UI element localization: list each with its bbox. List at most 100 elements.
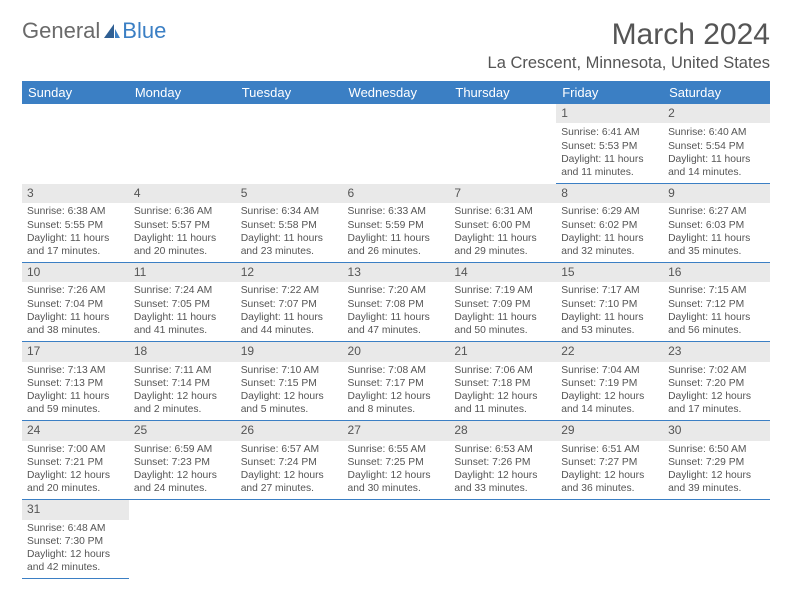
- daynum-row: 31: [22, 500, 770, 520]
- sunset-value: 7:13 PM: [65, 378, 103, 389]
- sunrise-label: Sunrise:: [348, 365, 389, 376]
- day-number: 30: [663, 421, 770, 441]
- col-monday: Monday: [129, 81, 236, 104]
- sunset-value: 7:30 PM: [65, 536, 103, 547]
- day-cell: Sunrise: 7:22 AMSunset: 7:07 PMDaylight:…: [236, 282, 343, 341]
- sunset-label: Sunset:: [668, 141, 706, 152]
- sunset-label: Sunset:: [454, 220, 492, 231]
- sunset-label: Sunset:: [561, 220, 599, 231]
- sunrise-value: 7:20 AM: [388, 285, 426, 296]
- sunrise-label: Sunrise:: [561, 206, 602, 217]
- sunset-label: Sunset:: [668, 299, 706, 310]
- day-number: 17: [22, 342, 129, 362]
- col-sunday: Sunday: [22, 81, 129, 104]
- day-number: 14: [449, 263, 556, 283]
- sunrise-value: 6:27 AM: [709, 206, 747, 217]
- day-number: 2: [663, 104, 770, 123]
- daynum-row: 10111213141516: [22, 263, 770, 283]
- logo-text-1: General: [22, 18, 100, 44]
- day-number: 20: [343, 342, 450, 362]
- day-number: 11: [129, 263, 236, 283]
- sunset-label: Sunset:: [454, 378, 492, 389]
- daylight-label: Daylight:: [27, 312, 70, 323]
- sunrise-label: Sunrise:: [348, 444, 389, 455]
- day-cell: Sunrise: 6:31 AMSunset: 6:00 PMDaylight:…: [449, 203, 556, 262]
- sunset-label: Sunset:: [241, 378, 279, 389]
- daylight-label: Daylight:: [454, 470, 497, 481]
- sunset-label: Sunset:: [454, 299, 492, 310]
- day-number: 19: [236, 342, 343, 362]
- sunset-label: Sunset:: [134, 299, 172, 310]
- col-friday: Friday: [556, 81, 663, 104]
- daylight-label: Daylight:: [668, 233, 711, 244]
- day-cell: Sunrise: 7:26 AMSunset: 7:04 PMDaylight:…: [22, 282, 129, 341]
- sunset-value: 6:03 PM: [706, 220, 744, 231]
- sunrise-value: 6:36 AM: [174, 206, 212, 217]
- sunrise-label: Sunrise:: [241, 285, 282, 296]
- sunrise-value: 7:24 AM: [174, 285, 212, 296]
- sunset-label: Sunset:: [27, 378, 65, 389]
- day-number: 24: [22, 421, 129, 441]
- sunset-label: Sunset:: [241, 299, 279, 310]
- daylight-label: Daylight:: [561, 154, 604, 165]
- sunset-value: 7:21 PM: [65, 457, 103, 468]
- daylight-label: Daylight:: [134, 233, 177, 244]
- day-cell: Sunrise: 6:55 AMSunset: 7:25 PMDaylight:…: [343, 441, 450, 500]
- col-tuesday: Tuesday: [236, 81, 343, 104]
- sunset-value: 7:27 PM: [599, 457, 637, 468]
- sunset-label: Sunset:: [27, 457, 65, 468]
- sunrise-value: 6:55 AM: [388, 444, 426, 455]
- daylight-label: Daylight:: [134, 312, 177, 323]
- sunrise-label: Sunrise:: [27, 206, 68, 217]
- day-cell: [343, 123, 450, 183]
- day-cell: Sunrise: 7:20 AMSunset: 7:08 PMDaylight:…: [343, 282, 450, 341]
- day-number: 29: [556, 421, 663, 441]
- day-cell: Sunrise: 7:08 AMSunset: 7:17 PMDaylight:…: [343, 362, 450, 421]
- sunrise-value: 6:59 AM: [174, 444, 212, 455]
- daylight-label: Daylight:: [561, 470, 604, 481]
- sunset-value: 7:17 PM: [385, 378, 423, 389]
- day-cell: [129, 123, 236, 183]
- day-cell: Sunrise: 7:17 AMSunset: 7:10 PMDaylight:…: [556, 282, 663, 341]
- sunset-value: 5:54 PM: [706, 141, 744, 152]
- daylight-label: Daylight:: [134, 470, 177, 481]
- sunset-label: Sunset:: [561, 299, 599, 310]
- day-cell: Sunrise: 7:15 AMSunset: 7:12 PMDaylight:…: [663, 282, 770, 341]
- day-cell: [343, 520, 450, 579]
- day-number: 8: [556, 184, 663, 204]
- sunset-value: 5:53 PM: [599, 141, 637, 152]
- daynum-row: 17181920212223: [22, 342, 770, 362]
- sunrise-value: 7:00 AM: [68, 444, 106, 455]
- day-number: 31: [22, 500, 129, 520]
- sunset-value: 7:19 PM: [599, 378, 637, 389]
- day-cell: Sunrise: 6:41 AMSunset: 5:53 PMDaylight:…: [556, 123, 663, 183]
- day-cell: [449, 520, 556, 579]
- col-saturday: Saturday: [663, 81, 770, 104]
- day-number: 6: [343, 184, 450, 204]
- day-number: 5: [236, 184, 343, 204]
- sunrise-value: 6:29 AM: [602, 206, 640, 217]
- daylight-label: Daylight:: [27, 233, 70, 244]
- sunset-value: 7:07 PM: [278, 299, 316, 310]
- sunset-label: Sunset:: [348, 457, 386, 468]
- sunrise-value: 6:48 AM: [68, 523, 106, 534]
- sunset-value: 7:25 PM: [385, 457, 423, 468]
- day-number: 15: [556, 263, 663, 283]
- day-cell: Sunrise: 6:40 AMSunset: 5:54 PMDaylight:…: [663, 123, 770, 183]
- sunrise-label: Sunrise:: [241, 444, 282, 455]
- sunrise-label: Sunrise:: [454, 444, 495, 455]
- day-cell: Sunrise: 7:11 AMSunset: 7:14 PMDaylight:…: [129, 362, 236, 421]
- sunrise-value: 7:04 AM: [602, 365, 640, 376]
- sunrise-label: Sunrise:: [241, 365, 282, 376]
- day-number: 13: [343, 263, 450, 283]
- day-number: [556, 500, 663, 520]
- sunrise-label: Sunrise:: [668, 206, 709, 217]
- sunset-label: Sunset:: [454, 457, 492, 468]
- day-cell: Sunrise: 6:59 AMSunset: 7:23 PMDaylight:…: [129, 441, 236, 500]
- daylight-label: Daylight:: [668, 312, 711, 323]
- sunset-value: 7:09 PM: [492, 299, 530, 310]
- day-number: [236, 104, 343, 123]
- daynum-row: 12: [22, 104, 770, 123]
- daylight-label: Daylight:: [454, 233, 497, 244]
- daynum-row: 24252627282930: [22, 421, 770, 441]
